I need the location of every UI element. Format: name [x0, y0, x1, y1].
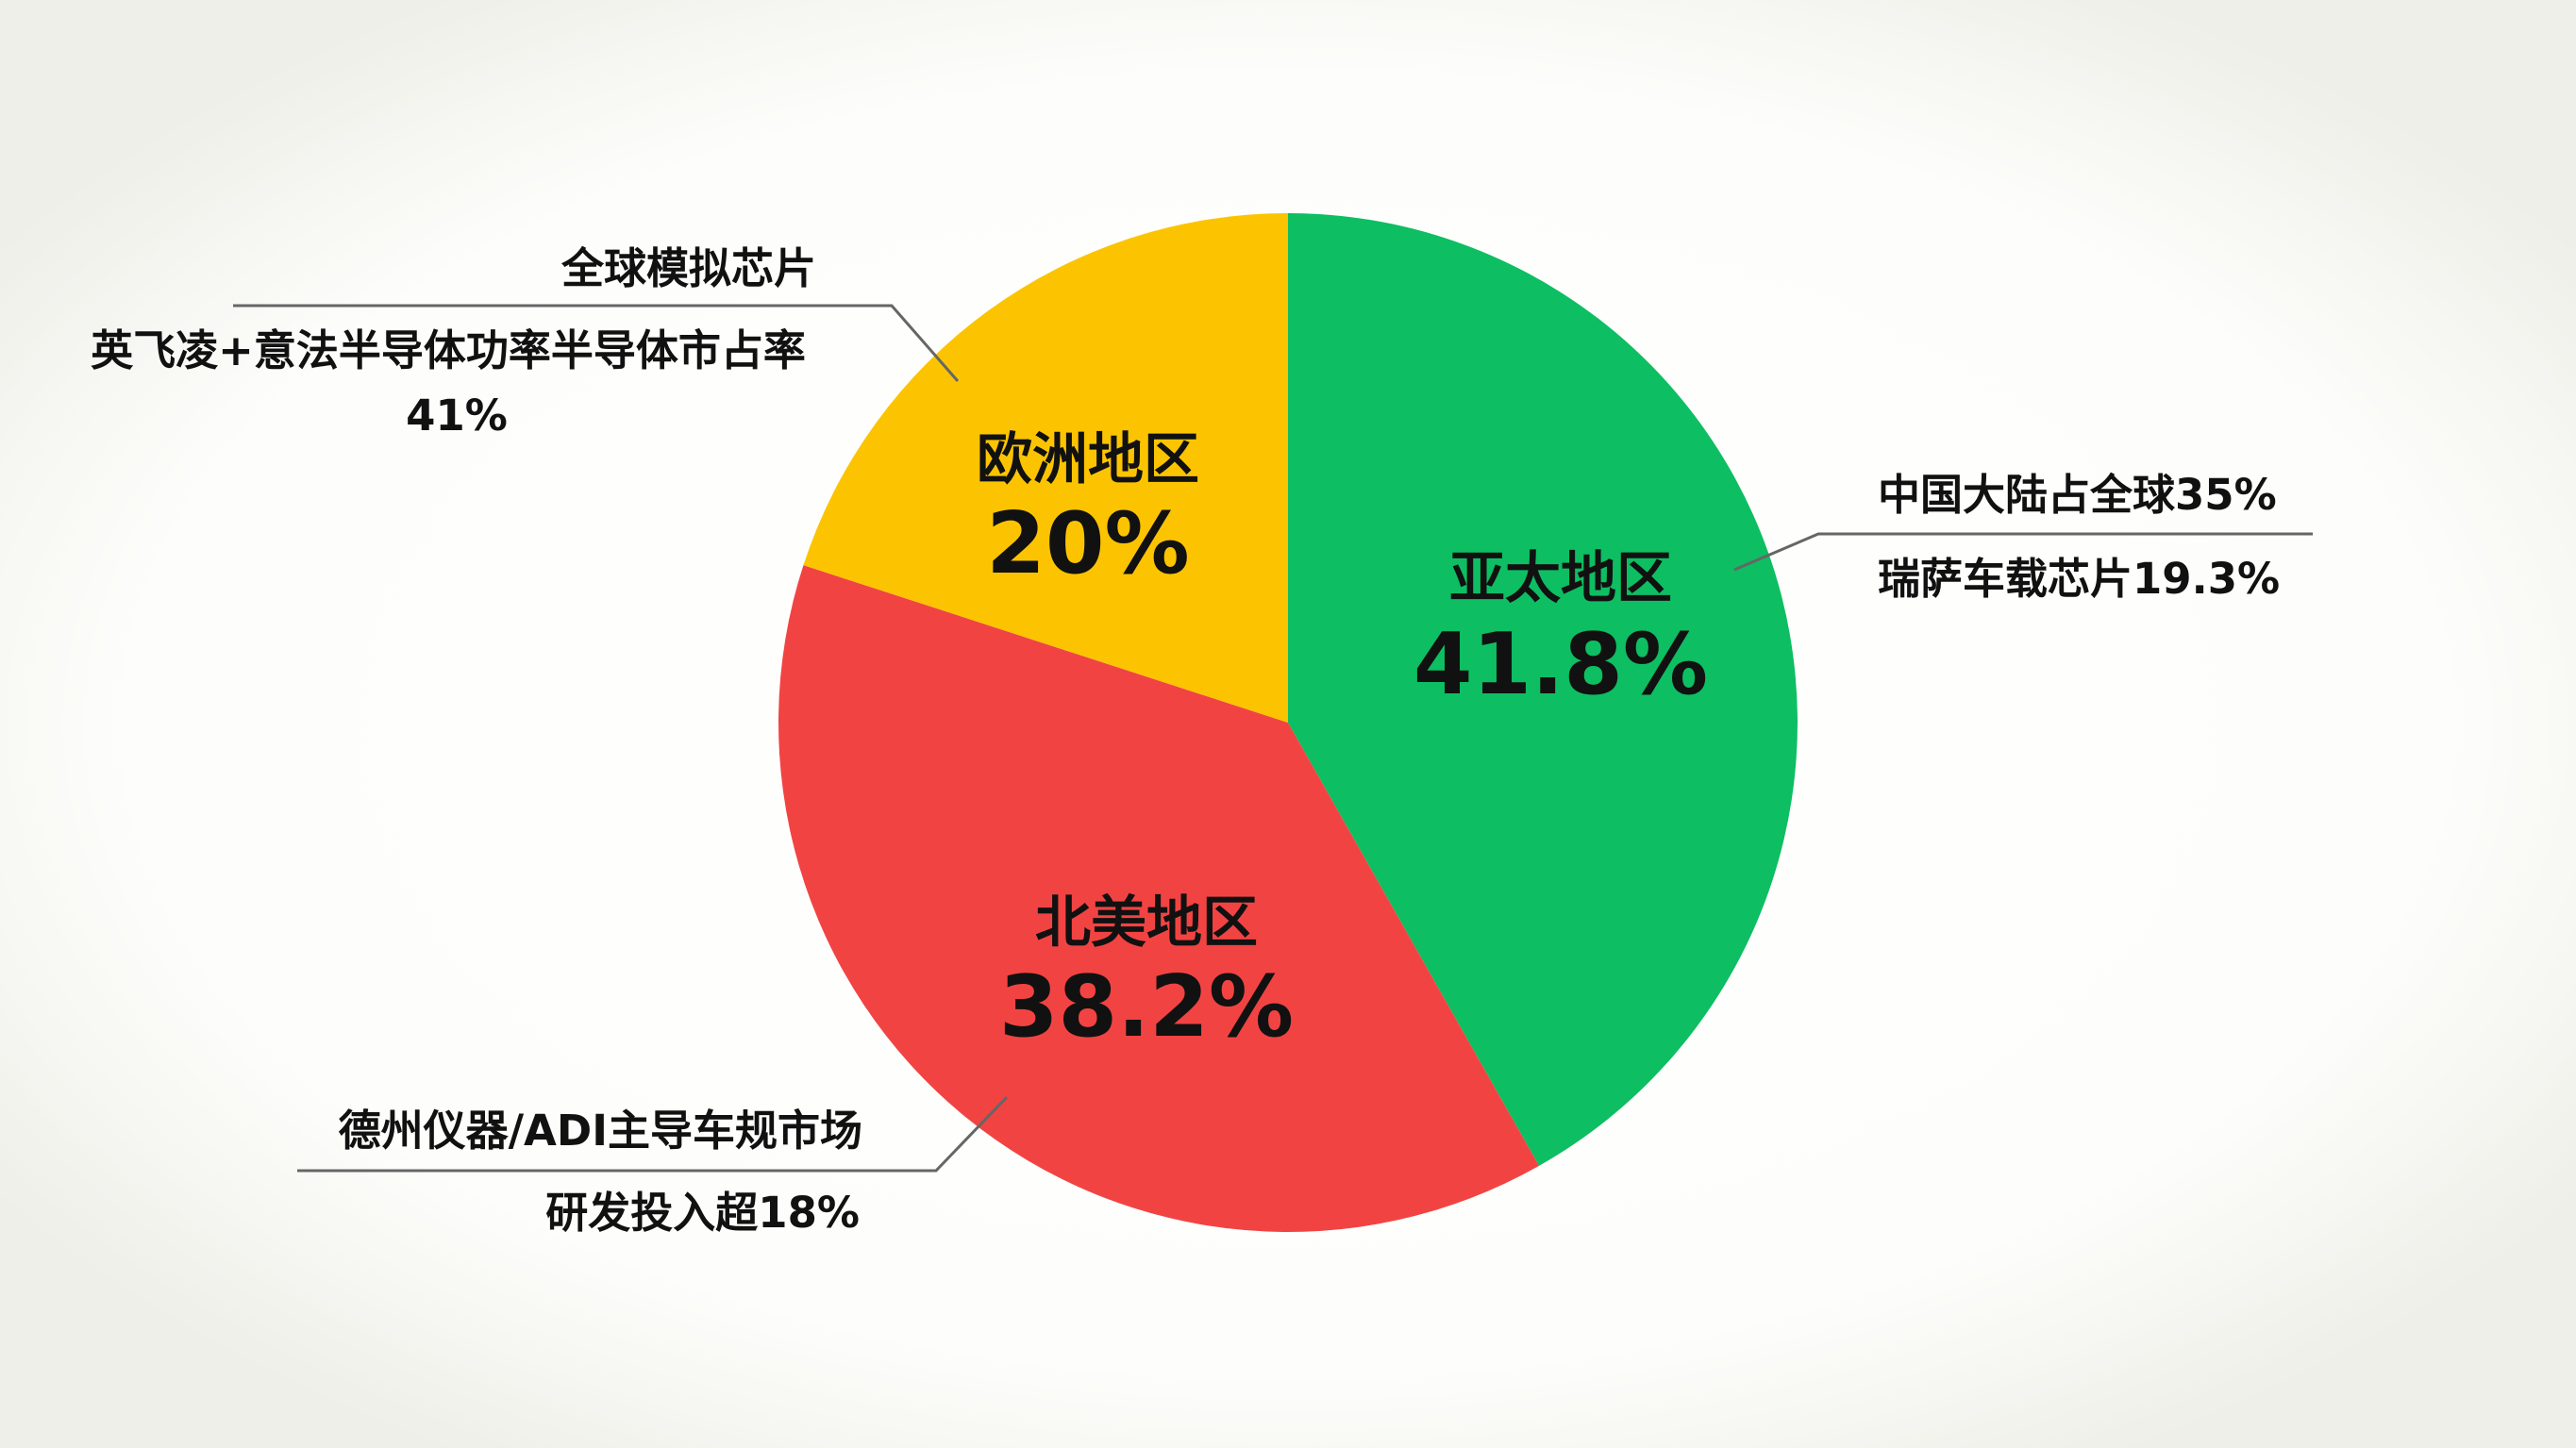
- leader-line-asia-pacific: [1733, 532, 2313, 572]
- slice-europe: [803, 213, 1288, 723]
- slice-value-asia-pacific: 41.8%: [1413, 615, 1708, 714]
- slice-value-europe: 20%: [986, 494, 1189, 593]
- leader-line-europe: [233, 304, 960, 382]
- annotation-asia-line1: 中国大陆占全球35%: [1878, 470, 2277, 520]
- annotation-na-line1: 德州仪器/ADI主导车规市场: [339, 1106, 862, 1156]
- slice-label-asia-pacific: 亚太地区: [1449, 545, 1672, 610]
- annotation-na-line2: 研发投入超18%: [545, 1188, 860, 1238]
- annotation-eu-line3: 41%: [406, 391, 508, 441]
- slice-label-north-america: 北美地区: [1035, 890, 1258, 955]
- slice-asia-pacific: [1288, 213, 1798, 1166]
- slice-value-north-america: 38.2%: [999, 957, 1294, 1057]
- leader-line-north-america: [297, 1095, 1009, 1173]
- slice-label-europe: 欧洲地区: [977, 426, 1199, 491]
- annotation-eu-line1: 全球模拟芯片: [560, 243, 816, 293]
- annotation-asia-line2: 瑞萨车载芯片19.3%: [1878, 554, 2280, 604]
- annotation-eu-line2: 英飞凌+意法半导体功率半导体市占率: [91, 325, 806, 375]
- slice-north-america: [778, 565, 1540, 1232]
